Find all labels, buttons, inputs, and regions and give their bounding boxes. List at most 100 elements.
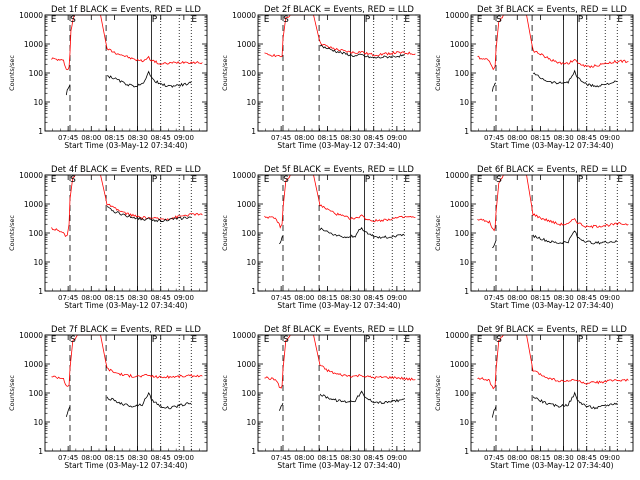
y-tick-label: 10 [459,258,469,267]
y-tick-label: 10 [459,98,469,107]
x-tick-label: 08:30 [340,294,360,302]
x-axis-label: Start Time (03-May-12 07:34:40) [490,301,613,310]
interval-marker-label: P [365,175,371,185]
plot-frame [44,14,208,132]
y-tick-label: 1 [251,127,256,136]
y-tick-label: 1000 [450,40,469,49]
detector-panel-7: Det 7f BLACK = Events, RED = LLD Counts/s… [8,325,208,470]
y-tick-label: 10 [33,258,43,267]
interval-marker-label: E [617,335,623,345]
x-tick-label: 09:00 [387,134,407,142]
y-tick-label: 1000 [24,360,43,369]
interval-marker-label: E [51,15,57,25]
y-tick-label: 10 [33,418,43,427]
interval-marker-label: E [477,15,483,25]
x-tick-label: 08:15 [317,134,337,142]
y-tick-label: 10000 [19,171,43,180]
y-tick-label: 10000 [19,331,43,340]
events-series-line [279,235,284,245]
interval-marker-label: E [264,175,270,185]
panel-title: Det 8f BLACK = Events, RED = LLD [264,325,414,335]
x-tick-label: 08:45 [577,294,597,302]
x-tick-label: 08:45 [364,134,384,142]
x-tick-label: 08:45 [364,294,384,302]
interval-marker-label: S [496,335,502,345]
x-tick-label: 07:45 [58,294,78,302]
x-tick-label: 07:45 [271,454,291,462]
x-tick-label: 08:00 [81,294,101,302]
x-tick-label: 08:30 [127,134,147,142]
events-series-line [319,44,405,59]
interval-marker-label: E [191,15,197,25]
x-tick-label: 07:45 [58,454,78,462]
interval-marker-label: S [283,335,289,345]
panel-title: Det 7f BLACK = Events, RED = LLD [51,325,201,335]
lld-series-line [477,15,629,71]
x-axis-label: Start Time (03-May-12 07:34:40) [490,141,613,150]
interval-marker-label: E [51,335,57,345]
interval-marker-label: P [578,15,584,25]
x-tick-label: 08:45 [577,134,597,142]
x-tick-label: 08:15 [104,294,124,302]
y-tick-label: 1000 [237,40,256,49]
x-tick-label: 08:00 [507,454,527,462]
x-tick-label: 09:00 [600,454,620,462]
y-tick-label: 1 [38,287,43,296]
x-tick-label: 09:00 [174,454,194,462]
interval-marker-label: E [264,15,270,25]
y-tick-label: 1 [38,127,43,136]
x-axis-label: Start Time (03-May-12 07:34:40) [277,301,400,310]
y-axis-label: Counts/sec [434,55,442,91]
y-axis-label: Counts/sec [434,215,442,251]
x-tick-label: 08:15 [317,454,337,462]
x-tick-label: 07:45 [271,294,291,302]
panel-title: Det 5f BLACK = Events, RED = LLD [264,165,414,175]
interval-marker-label: P [365,15,371,25]
interval-marker-label: E [477,335,483,345]
y-axis-label: Counts/sec [221,55,229,91]
lld-series-line [477,175,629,232]
y-tick-label: 100 [242,229,257,238]
y-tick-label: 1000 [450,360,469,369]
x-tick-label: 09:00 [387,454,407,462]
events-series-line [491,82,497,92]
detector-panel-5: Det 5f BLACK = Events, RED = LLD Counts/s… [221,165,421,310]
y-tick-label: 10000 [445,11,469,20]
plot-frame [470,174,634,292]
interval-marker-label: S [283,15,289,25]
events-series-line [532,69,618,88]
y-axis-label: Counts/sec [8,375,16,411]
plot-frame [257,14,421,132]
lld-series-line [264,15,416,58]
y-tick-label: 100 [455,69,470,78]
y-tick-label: 1 [251,287,256,296]
panel-title: Det 1f BLACK = Events, RED = LLD [51,5,201,15]
x-tick-label: 08:00 [294,454,314,462]
x-axis-label: Start Time (03-May-12 07:34:40) [277,141,400,150]
lld-series-line [51,15,203,71]
detector-panel-3: Det 3f BLACK = Events, RED = LLD Counts/s… [434,5,634,150]
events-series-line [278,402,284,411]
x-tick-label: 09:00 [600,294,620,302]
panel-title: Det 2f BLACK = Events, RED = LLD [264,5,414,15]
y-tick-label: 1 [464,447,469,456]
y-tick-label: 1000 [237,200,256,209]
interval-marker-label: S [496,175,502,185]
x-tick-label: 08:15 [530,134,550,142]
interval-marker-label: E [264,335,270,345]
x-tick-label: 08:00 [81,134,101,142]
events-series-line [65,406,71,417]
detector-panel-8: Det 8f BLACK = Events, RED = LLD Counts/s… [221,325,421,470]
x-tick-label: 07:45 [58,134,78,142]
interval-marker-label: E [404,15,410,25]
interval-marker-label: E [617,175,623,185]
detector-panel-9: Det 9f BLACK = Events, RED = LLD Counts/s… [434,325,634,470]
y-tick-label: 1000 [24,40,43,49]
events-series-line [319,390,405,405]
y-tick-label: 1 [464,287,469,296]
y-tick-label: 100 [29,389,44,398]
interval-marker-label: E [404,175,410,185]
x-axis-label: Start Time (03-May-12 07:34:40) [64,141,187,150]
x-tick-label: 08:00 [81,454,101,462]
